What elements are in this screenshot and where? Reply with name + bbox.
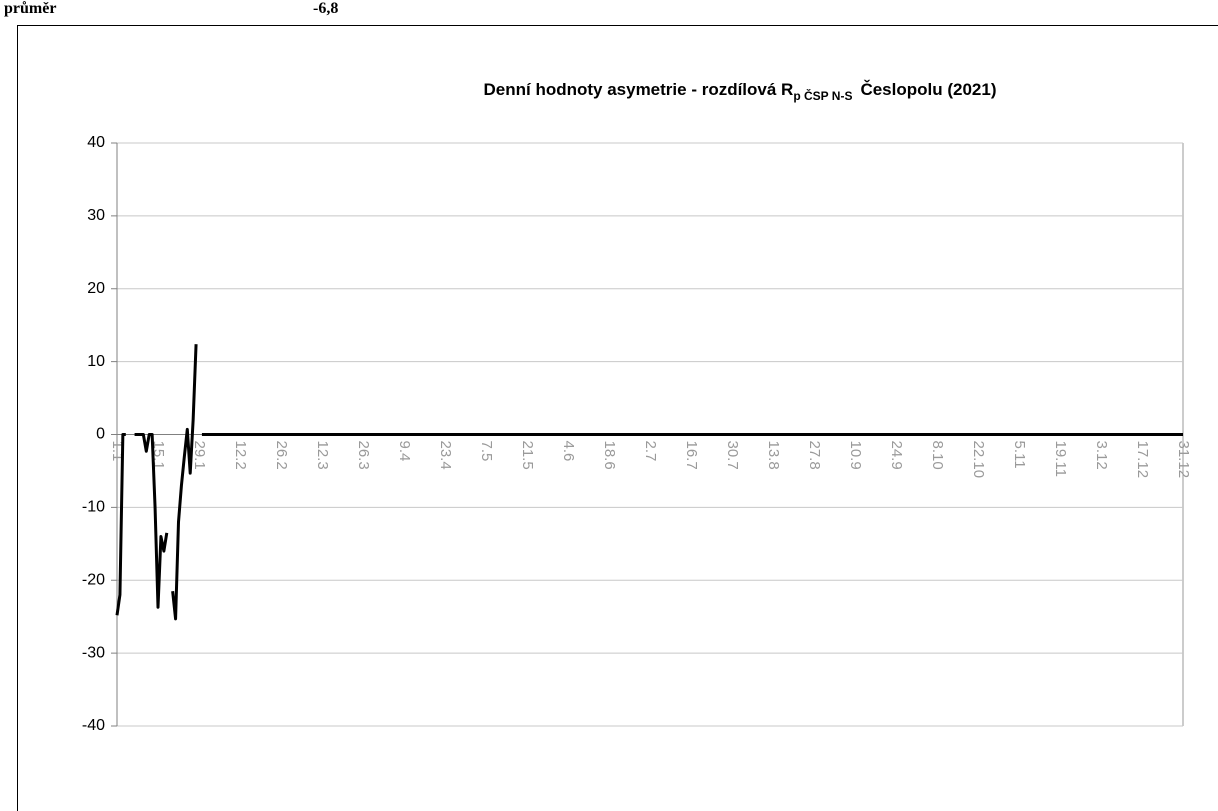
- x-tick-label: 18.6: [601, 441, 618, 470]
- x-tick-label: 26.3: [355, 441, 372, 470]
- y-tick-label: -40: [82, 717, 105, 734]
- x-tick-label: 24.9: [888, 441, 905, 470]
- y-tick-label: -10: [82, 499, 105, 516]
- x-tick-label: 31.12: [1175, 441, 1192, 479]
- x-tick-label: 23.4: [437, 441, 454, 470]
- x-tick-label: 13.8: [765, 441, 782, 470]
- summary-label: průměr: [4, 0, 57, 17]
- data-line: [115, 344, 1183, 621]
- y-tick-label: 40: [87, 134, 105, 151]
- y-tick-label: 10: [87, 353, 105, 370]
- summary-value: -6,8: [313, 0, 339, 17]
- x-tick-label: 17.12: [1134, 441, 1151, 479]
- y-tick-label: -30: [82, 644, 105, 661]
- chart-title: Denní hodnoty asymetrie - rozdílová Rp Č…: [484, 80, 997, 103]
- x-tick-label: 7.5: [478, 441, 495, 462]
- x-tick-label: 12.2: [232, 441, 249, 470]
- x-tick-label: 8.10: [929, 441, 946, 470]
- x-tick-label: 26.2: [273, 441, 290, 470]
- title-sub: p ČSP N-S: [793, 88, 852, 103]
- x-tick-label: 2.7: [642, 441, 659, 462]
- x-tick-label: 3.12: [1093, 441, 1110, 470]
- x-tick-label: 21.5: [519, 441, 536, 470]
- title-end: Česlopolu (2021): [860, 80, 996, 99]
- x-tick-label: 29.1: [191, 441, 208, 470]
- y-tick-label: 0: [96, 426, 105, 443]
- title-main: Denní hodnoty asymetrie - rozdílová R: [484, 80, 794, 99]
- x-tick-label: 9.4: [396, 441, 413, 462]
- x-tick-label: 12.3: [314, 441, 331, 470]
- x-tick-label: 19.11: [1052, 441, 1069, 477]
- x-tick-label: 10.9: [847, 441, 864, 470]
- y-tick-label: -20: [82, 571, 105, 588]
- x-tick-label: 16.7: [683, 441, 700, 470]
- y-tick-label: 30: [87, 207, 105, 224]
- x-tick-label: 4.6: [560, 441, 577, 462]
- x-tick-label: 5.11: [1011, 441, 1028, 469]
- y-tick-label: 20: [87, 280, 105, 297]
- x-tick-label: 27.8: [806, 441, 823, 470]
- x-tick-label: 22.10: [970, 441, 987, 479]
- x-tick-label: 30.7: [724, 441, 741, 470]
